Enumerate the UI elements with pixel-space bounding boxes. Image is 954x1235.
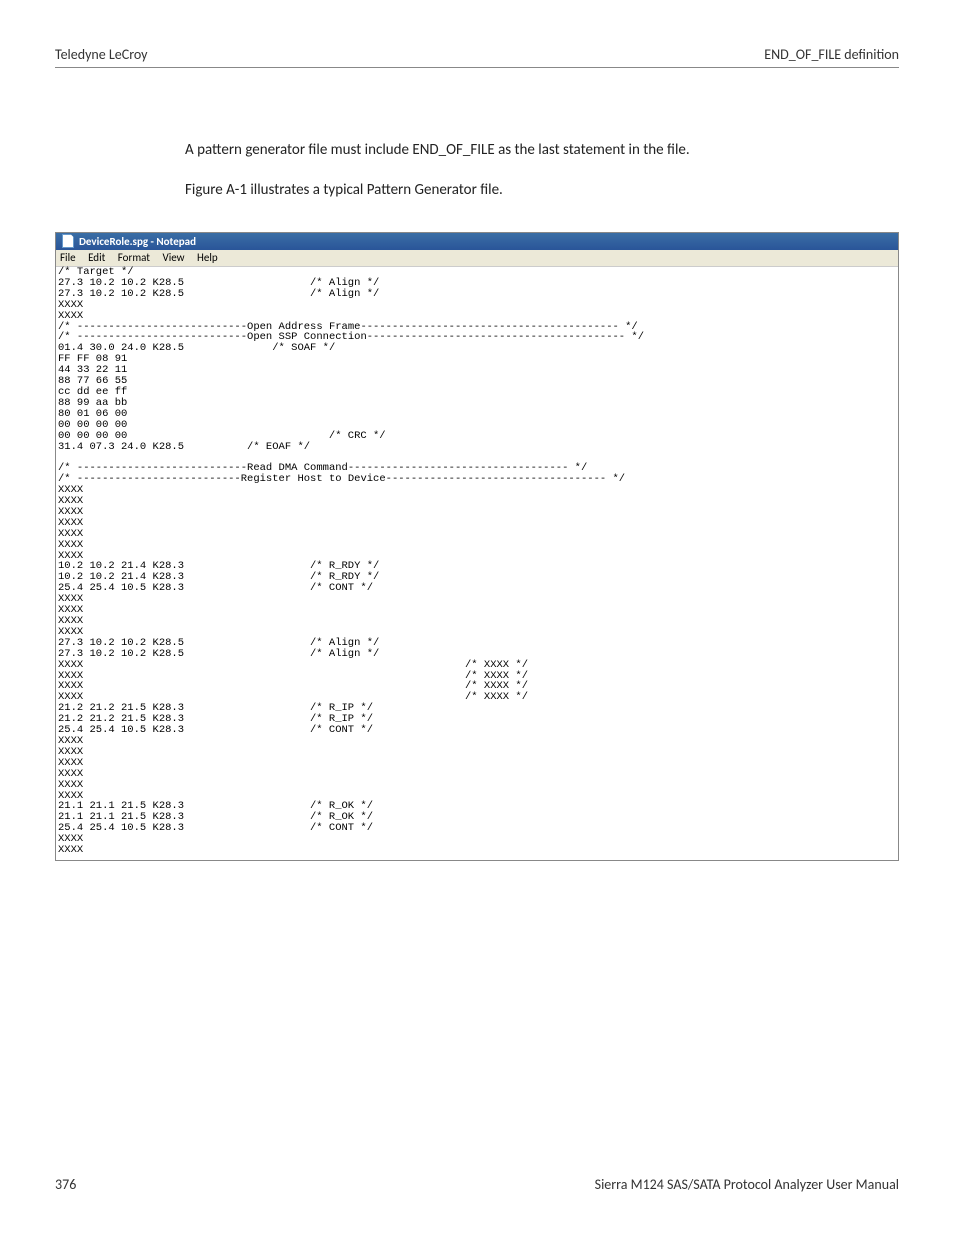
- code-line: 27.3 10.2 10.2 K28.5/* Align */: [58, 289, 896, 300]
- code-line: 00 00 00 00 /* CRC */: [58, 431, 896, 442]
- body-text: A pattern generator file must include EN…: [185, 138, 899, 202]
- code-line: XXXX: [58, 780, 896, 791]
- code-line: FF FF 08 91: [58, 354, 896, 365]
- notepad-titlebar: DeviceRole.spg - Notepad: [56, 233, 898, 250]
- code-line: XXXX: [58, 311, 896, 322]
- code-line: XXXX: [58, 507, 896, 518]
- notepad-figure: DeviceRole.spg - Notepad File Edit Forma…: [55, 232, 899, 861]
- menu-edit[interactable]: Edit: [88, 251, 105, 264]
- code-line: 88 77 66 55: [58, 376, 896, 387]
- code-line: /* --------------------------Register Ho…: [58, 474, 896, 485]
- notepad-body: /* Target */27.3 10.2 10.2 K28.5/* Align…: [56, 267, 898, 860]
- code-line: XXXX: [58, 845, 896, 856]
- code-line: 27.3 10.2 10.2 K28.5/* Align */: [58, 649, 896, 660]
- code-line: cc dd ee ff: [58, 387, 896, 398]
- code-line: XXXX: [58, 605, 896, 616]
- code-line: XXXX: [58, 518, 896, 529]
- code-line: 88 99 aa bb: [58, 398, 896, 409]
- code-line: XXXX: [58, 769, 896, 780]
- code-line: XXXX: [58, 758, 896, 769]
- manual-title: Sierra M124 SAS/SATA Protocol Analyzer U…: [595, 1176, 899, 1193]
- code-line: 31.4 07.3 24.0 K28.5 /* EOAF */: [58, 442, 896, 453]
- code-line: XXXX: [58, 616, 896, 627]
- code-line: XXXX: [58, 485, 896, 496]
- header-left: Teledyne LeCroy: [55, 46, 148, 63]
- code-line: 44 33 22 11: [58, 365, 896, 376]
- document-icon: [62, 234, 74, 248]
- code-line: XXXX: [58, 300, 896, 311]
- code-line: XXXX/* XXXX */: [58, 660, 896, 671]
- code-line: 25.4 25.4 10.5 K28.3/* CONT */: [58, 583, 896, 594]
- page-header: Teledyne LeCroy END_OF_FILE definition: [55, 46, 899, 68]
- paragraph-1: A pattern generator file must include EN…: [185, 138, 899, 162]
- code-line: 25.4 25.4 10.5 K28.3/* CONT */: [58, 823, 896, 834]
- notepad-title-text: DeviceRole.spg - Notepad: [79, 235, 196, 248]
- menu-view[interactable]: View: [162, 251, 184, 264]
- code-line: 01.4 30.0 24.0 K28.5 /* SOAF */: [58, 343, 896, 354]
- code-line: XXXX: [58, 594, 896, 605]
- code-line: 80 01 06 00: [58, 409, 896, 420]
- code-line: XXXX: [58, 736, 896, 747]
- code-line: XXXX: [58, 834, 896, 845]
- code-line: XXXX: [58, 529, 896, 540]
- page-footer: 376 Sierra M124 SAS/SATA Protocol Analyz…: [55, 1176, 899, 1193]
- code-line: 25.4 25.4 10.5 K28.3/* CONT */: [58, 725, 896, 736]
- code-line: XXXX: [58, 496, 896, 507]
- code-line: 00 00 00 00: [58, 420, 896, 431]
- notepad-menubar: File Edit Format View Help: [56, 250, 898, 267]
- code-line: XXXX: [58, 540, 896, 551]
- paragraph-2: Figure A-1 illustrates a typical Pattern…: [185, 178, 899, 202]
- page-number: 376: [55, 1176, 76, 1193]
- header-right: END_OF_FILE definition: [764, 46, 899, 63]
- code-line: XXXX: [58, 747, 896, 758]
- menu-file[interactable]: File: [60, 251, 76, 264]
- notepad-window: DeviceRole.spg - Notepad File Edit Forma…: [55, 232, 899, 861]
- menu-format[interactable]: Format: [118, 251, 150, 264]
- menu-help[interactable]: Help: [197, 251, 218, 264]
